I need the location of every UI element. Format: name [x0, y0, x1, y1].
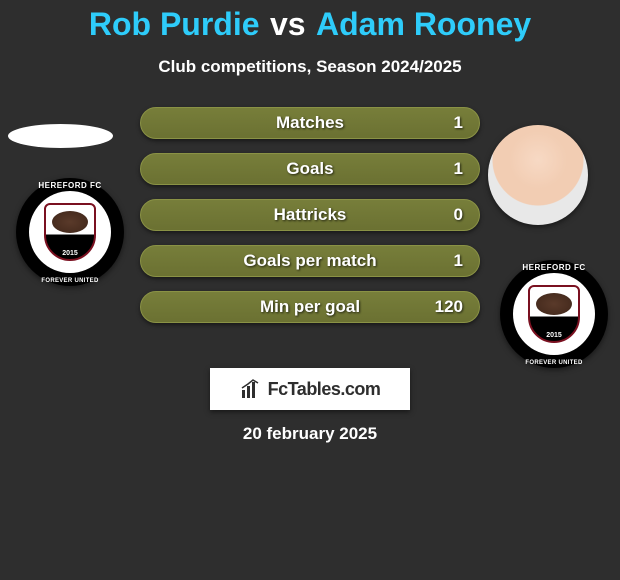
crest-inner: 2015	[29, 191, 111, 273]
player2-name: Adam Rooney	[316, 6, 531, 42]
subtitle: Club competitions, Season 2024/2025	[0, 57, 620, 77]
crest-top-text: HEREFORD FC	[16, 181, 124, 190]
fctables-logo: FcTables.com	[210, 368, 410, 410]
stat-value-right: 1	[454, 113, 463, 133]
crest-bottom-text: FOREVER UNITED	[16, 278, 124, 284]
stat-label: Goals	[141, 159, 479, 179]
date-line: 20 february 2025	[0, 424, 620, 444]
player2-club-crest: HEREFORD FC 2015 FOREVER UNITED	[500, 260, 608, 368]
stat-row: Min per goal120	[140, 291, 480, 323]
stat-value-right: 1	[454, 159, 463, 179]
stat-value-right: 0	[454, 205, 463, 225]
stat-value-right: 1	[454, 251, 463, 271]
crest-year: 2015	[62, 250, 78, 257]
player2-avatar	[488, 125, 588, 225]
stat-label: Hattricks	[141, 205, 479, 225]
stat-row: Goals1	[140, 153, 480, 185]
stat-value-right: 120	[435, 297, 463, 317]
player1-avatar-placeholder	[8, 124, 113, 148]
stat-label: Matches	[141, 113, 479, 133]
stat-row: Goals per match1	[140, 245, 480, 277]
stat-row: Matches1	[140, 107, 480, 139]
chart-icon	[240, 378, 262, 400]
player1-name: Rob Purdie	[89, 6, 260, 42]
crest-inner: 2015	[513, 273, 595, 355]
stat-row: Hattricks0	[140, 199, 480, 231]
comparison-title: Rob Purdie vs Adam Rooney	[0, 0, 620, 43]
stat-label: Goals per match	[141, 251, 479, 271]
stat-label: Min per goal	[141, 297, 479, 317]
logo-text: FcTables.com	[268, 379, 381, 400]
crest-top-text: HEREFORD FC	[500, 263, 608, 272]
crest-bottom-text: FOREVER UNITED	[500, 360, 608, 366]
crest-year: 2015	[546, 332, 562, 339]
player1-club-crest: HEREFORD FC 2015 FOREVER UNITED	[16, 178, 124, 286]
vs-label: vs	[270, 6, 306, 42]
